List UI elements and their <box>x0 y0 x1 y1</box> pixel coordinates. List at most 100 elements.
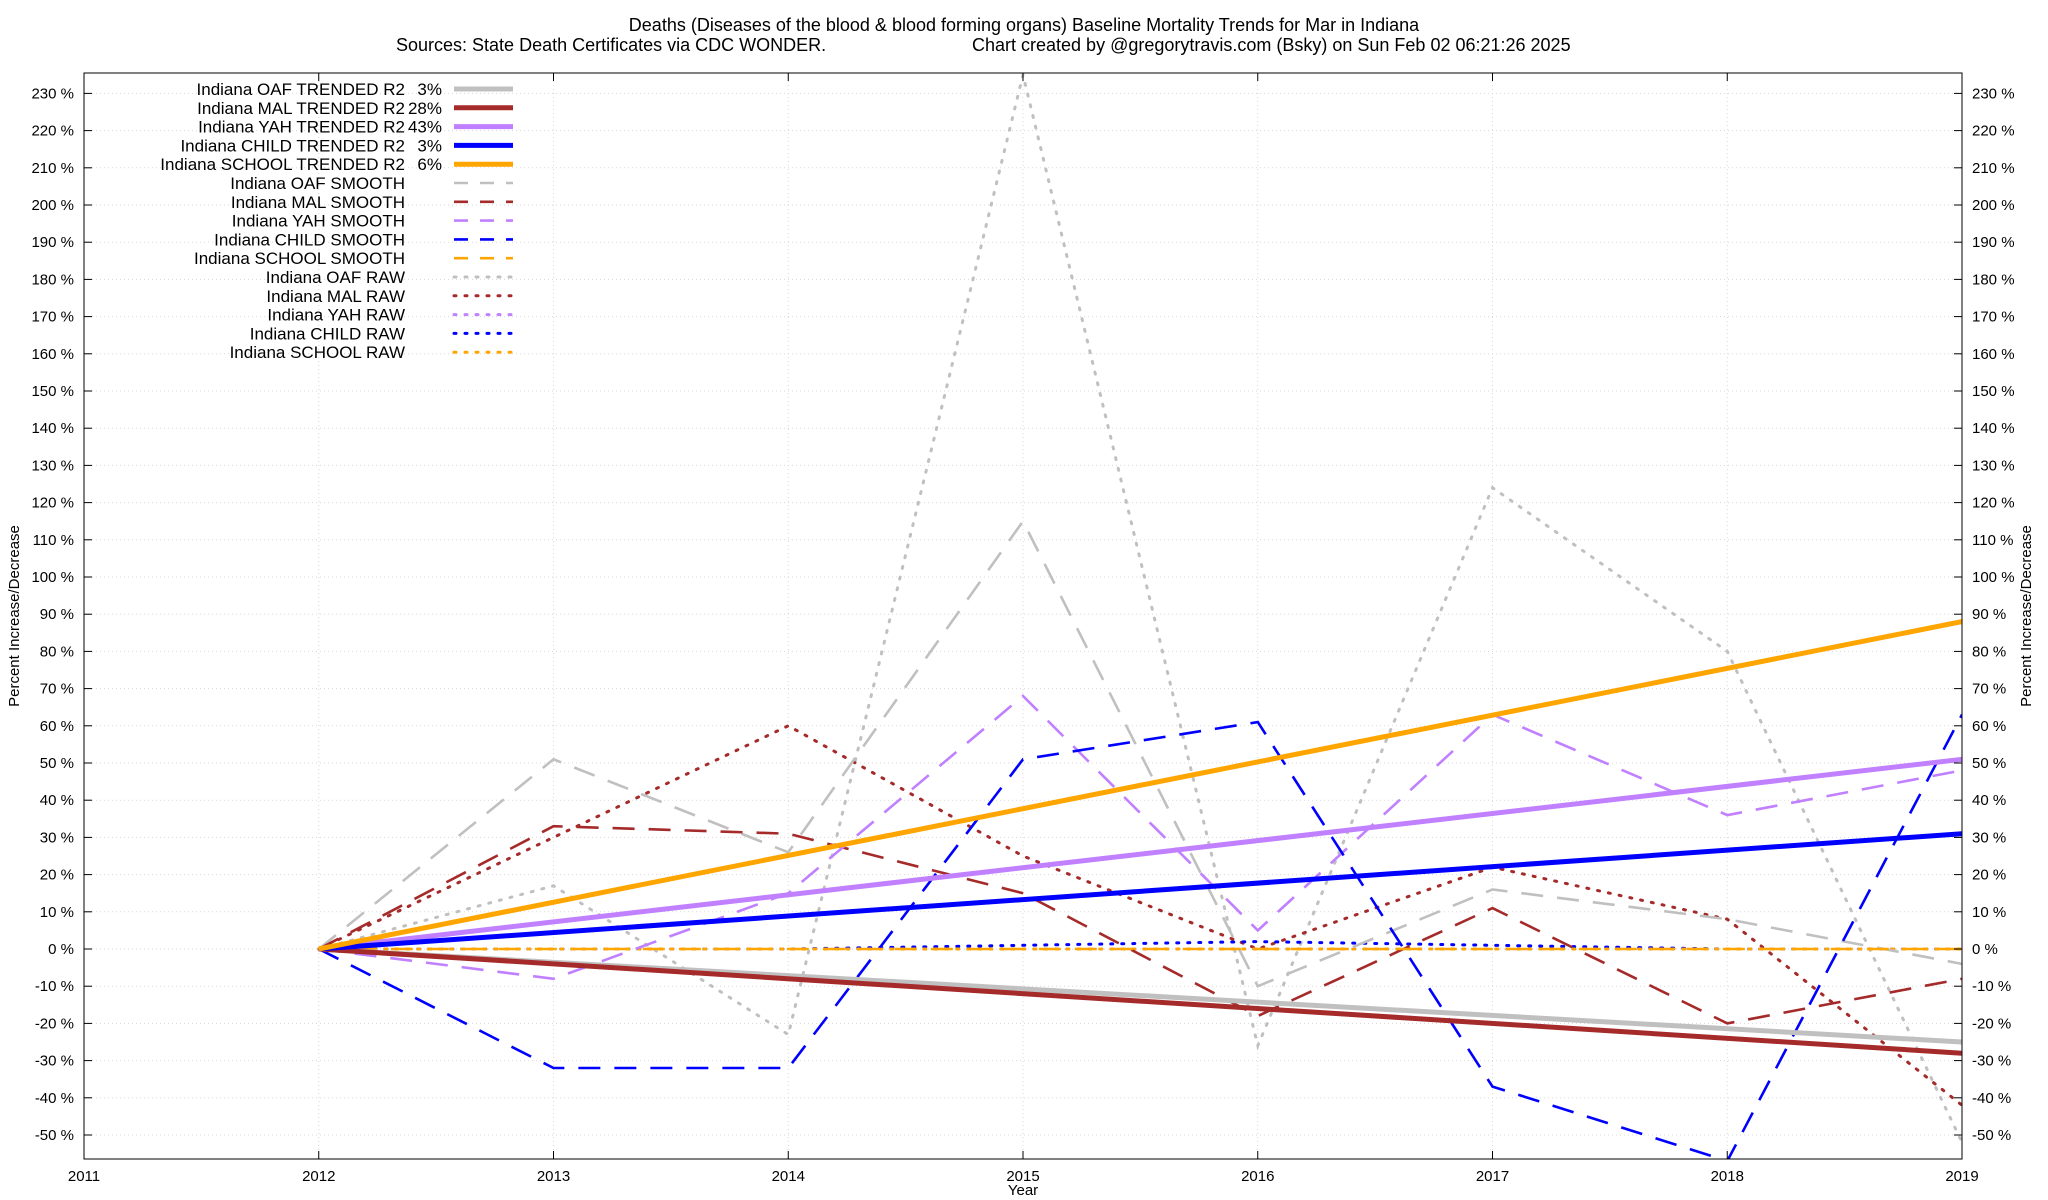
y-tick-label-right: -40 % <box>1972 1090 2011 1107</box>
y-tick-label-right: 230 % <box>1972 85 2015 102</box>
y-tick-label-right: -20 % <box>1972 1015 2011 1032</box>
y-tick-label-right: 80 % <box>1972 643 2006 660</box>
y-tick-label-left: 210 % <box>31 160 74 177</box>
x-axis-label: Year <box>1008 1182 1038 1199</box>
y-tick-label-right: 140 % <box>1972 420 2015 437</box>
y-tick-label-left: 10 % <box>40 904 74 921</box>
y-tick-label-right: -30 % <box>1972 1053 2011 1070</box>
y-tick-label-right: 0 % <box>1972 941 1998 958</box>
y-tick-label-right: 100 % <box>1972 569 2015 586</box>
legend-label: Indiana MAL SMOOTH <box>231 193 405 212</box>
legend-label: Indiana CHILD RAW <box>250 324 405 343</box>
y-tick-label-right: 220 % <box>1972 123 2015 140</box>
y-tick-label-right: 180 % <box>1972 271 2015 288</box>
legend-r2-value: 28% <box>408 99 442 118</box>
legend-label: Indiana YAH RAW <box>267 306 405 325</box>
legend-label: Indiana CHILD TRENDED R2 <box>180 136 405 155</box>
series-line-indiana-yah-smooth <box>318 694 1962 981</box>
y-tick-label-left: 200 % <box>31 197 74 214</box>
y-tick-label-right: 190 % <box>1972 234 2015 251</box>
y-tick-label-left: 190 % <box>31 234 74 251</box>
y-tick-label-left: -10 % <box>35 978 74 995</box>
y-tick-label-right: 10 % <box>1972 904 2006 921</box>
y-tick-label-right: -50 % <box>1972 1127 2011 1144</box>
series-line-indiana-mal-trended-r2 <box>318 946 1962 1056</box>
y-tick-label-left: -30 % <box>35 1053 74 1070</box>
x-tick-label: 2019 <box>1945 1168 1978 1185</box>
y-tick-label-left: 150 % <box>31 383 74 400</box>
y-tick-label-left: 220 % <box>31 123 74 140</box>
legend-label: Indiana MAL RAW <box>266 287 405 306</box>
legend-r2-value: 6% <box>417 155 442 174</box>
y-tick-label-left: 110 % <box>33 532 74 549</box>
x-tick-label: 2015 <box>1006 1168 1039 1185</box>
legend-label: Indiana YAH SMOOTH <box>232 212 405 231</box>
y-tick-label-right: 200 % <box>1972 197 2015 214</box>
y-tick-label-right: 30 % <box>1972 829 2006 846</box>
series-line-indiana-mal-raw <box>317 724 1962 1107</box>
y-tick-label-left: 230 % <box>31 85 74 102</box>
y-tick-label-right: 160 % <box>1972 346 2015 363</box>
legend-r2-value: 3% <box>417 136 442 155</box>
y-tick-label-right: 90 % <box>1972 606 2006 623</box>
legend-label: Indiana OAF TRENDED R2 <box>197 80 405 99</box>
series-line-indiana-oaf-smooth <box>317 518 1962 988</box>
y-tick-label-right: 20 % <box>1972 867 2006 884</box>
ticks: -50 % -50 % -40 % -40 % -30 % -30 % -20 % -20 %… <box>31 73 2015 1185</box>
y-tick-label-right: 120 % <box>1972 495 2015 512</box>
y-tick-label-right: 210 % <box>1972 160 2015 177</box>
y-tick-label-right: 110 % <box>1972 532 2013 549</box>
series-layer <box>317 74 1962 1159</box>
series-line-indiana-school-trended-r2 <box>318 619 1962 952</box>
chart-subtitle-left: Sources: State Death Certificates via CD… <box>396 35 826 55</box>
y-tick-label-left: 60 % <box>40 718 74 735</box>
y-tick-label-right: -10 % <box>1972 978 2011 995</box>
legend: Indiana OAF TRENDED R2 3% Indiana MAL TREN… <box>160 80 515 362</box>
y-tick-label-left: 160 % <box>31 346 74 363</box>
y-tick-label-left: 100 % <box>31 569 74 586</box>
x-tick-label: 2016 <box>1241 1168 1274 1185</box>
legend-r2-value: 43% <box>408 118 442 137</box>
x-tick-label: 2011 <box>68 1168 100 1185</box>
y-tick-label-left: 0 % <box>48 941 74 958</box>
chart-subtitle-right: Chart created by @gregorytravis.com (Bsk… <box>972 35 1571 55</box>
x-tick-label: 2014 <box>772 1168 805 1185</box>
y-tick-label-left: 170 % <box>31 309 74 326</box>
y-axis-label-left: Percent Increase/Decrease <box>6 525 23 707</box>
y-tick-label-left: 120 % <box>31 495 74 512</box>
series-line-indiana-yah-trended-r2 <box>318 756 1962 952</box>
legend-label: Indiana SCHOOL SMOOTH <box>194 249 405 268</box>
y-tick-label-left: 50 % <box>40 755 74 772</box>
y-tick-label-right: 60 % <box>1972 718 2006 735</box>
legend-label: Indiana SCHOOL TRENDED R2 <box>160 155 405 174</box>
y-tick-label-left: 30 % <box>40 829 74 846</box>
legend-label: Indiana OAF RAW <box>266 268 405 287</box>
y-tick-label-left: 130 % <box>31 457 74 474</box>
y-tick-label-left: -50 % <box>35 1127 74 1144</box>
x-tick-label: 2017 <box>1476 1168 1509 1185</box>
y-tick-label-left: -20 % <box>35 1015 74 1032</box>
y-tick-label-left: 40 % <box>40 792 74 809</box>
legend-r2-value: 3% <box>417 80 442 99</box>
series-line-indiana-child-smooth <box>318 713 1962 1159</box>
y-tick-label-left: 90 % <box>40 606 74 623</box>
y-tick-label-right: 130 % <box>1972 457 2015 474</box>
y-tick-label-left: 80 % <box>40 643 74 660</box>
y-tick-label-left: 70 % <box>40 681 74 698</box>
legend-label: Indiana CHILD SMOOTH <box>214 230 405 249</box>
chart-title: Deaths (Diseases of the blood & blood fo… <box>629 15 1420 35</box>
series-line-indiana-child-trended-r2 <box>318 831 1962 952</box>
y-tick-label-left: 140 % <box>31 420 74 437</box>
x-tick-label: 2018 <box>1711 1168 1744 1185</box>
y-tick-label-right: 50 % <box>1972 755 2006 772</box>
y-tick-label-right: 40 % <box>1972 792 2006 809</box>
y-tick-label-left: 20 % <box>40 867 74 884</box>
legend-label: Indiana OAF SMOOTH <box>230 174 405 193</box>
series-line-indiana-mal-smooth <box>318 824 1962 1025</box>
y-tick-label-right: 170 % <box>1972 309 2015 326</box>
x-tick-label: 2012 <box>302 1168 335 1185</box>
legend-label: Indiana MAL TRENDED R2 <box>197 99 405 118</box>
y-tick-label-left: -40 % <box>35 1090 74 1107</box>
